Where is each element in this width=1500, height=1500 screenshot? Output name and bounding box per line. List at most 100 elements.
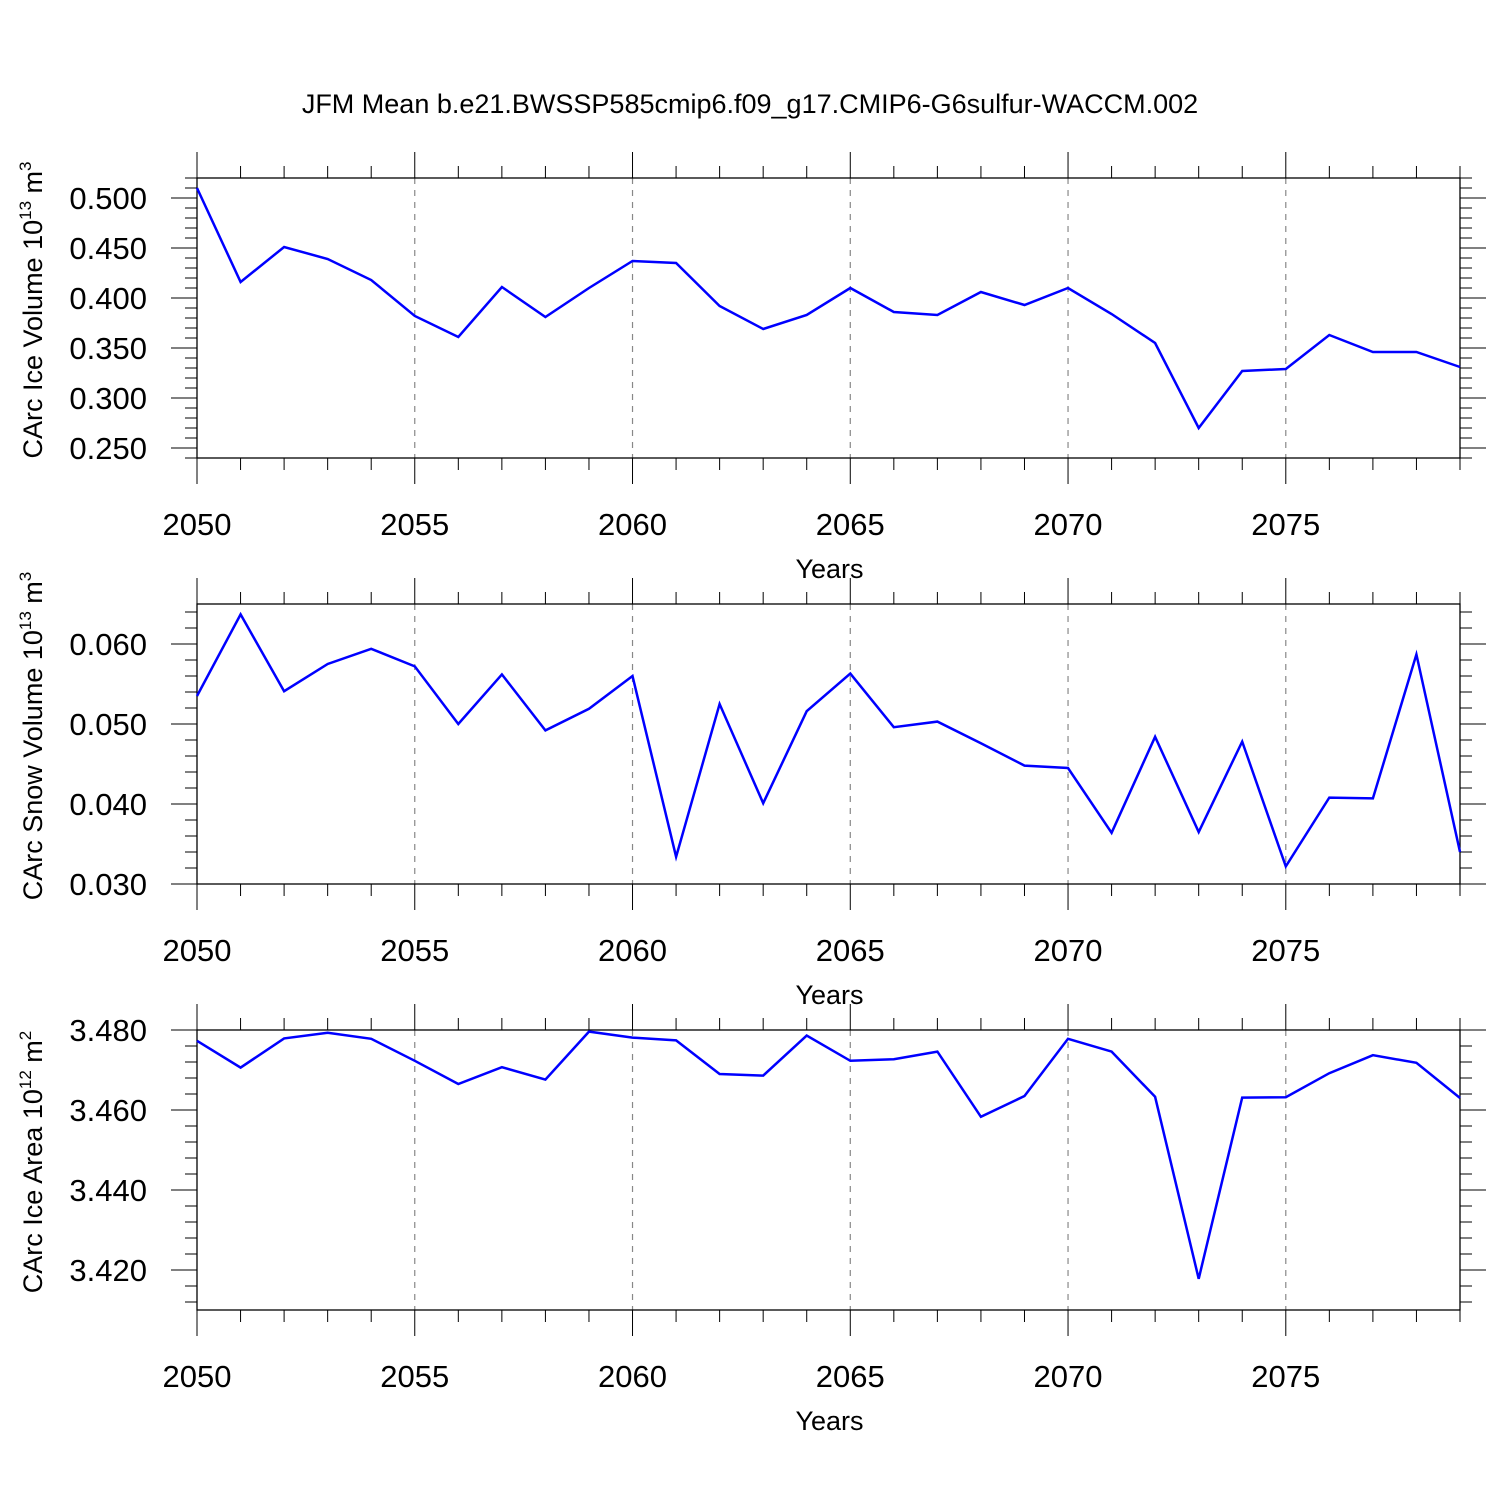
data-point — [1241, 740, 1243, 742]
x-axis-label: Years — [795, 554, 863, 584]
data-point — [806, 1034, 808, 1036]
data-point — [501, 673, 503, 675]
chart-title: JFM Mean b.e21.BWSSP585cmip6.f09_g17.CMI… — [302, 89, 1198, 119]
data-point — [893, 311, 895, 313]
data-point — [370, 648, 372, 650]
data-point — [1197, 831, 1199, 833]
y-axis-label-unit-exponent: 3 — [16, 572, 35, 581]
y-tick-label: 3.420 — [69, 1253, 147, 1288]
data-point — [1459, 851, 1461, 853]
y-axis-label: CArc Ice Volume 1013 m3 — [16, 161, 48, 458]
data-point — [1328, 334, 1330, 336]
data-point — [326, 663, 328, 665]
data-point — [1154, 342, 1156, 344]
x-tick-label: 2065 — [816, 933, 885, 968]
data-point — [370, 1038, 372, 1040]
y-tick-label: 0.250 — [69, 431, 147, 466]
data-point — [1459, 366, 1461, 368]
data-point — [239, 281, 241, 283]
data-point — [1372, 797, 1374, 799]
x-tick-label: 2070 — [1034, 933, 1103, 968]
data-point — [1328, 796, 1330, 798]
data-point — [762, 1074, 764, 1076]
data-point — [1023, 764, 1025, 766]
data-point — [980, 291, 982, 293]
data-point — [1415, 653, 1417, 655]
x-tick-label: 2060 — [598, 933, 667, 968]
y-tick-label: 0.450 — [69, 231, 147, 266]
data-point — [1154, 1096, 1156, 1098]
data-point — [849, 1060, 851, 1062]
data-point — [544, 1078, 546, 1080]
x-axis-label: Years — [795, 980, 863, 1010]
y-axis-label: CArc Ice Area 1012 m2 — [16, 1031, 48, 1294]
data-point — [283, 246, 285, 248]
data-point — [544, 316, 546, 318]
y-axis-label-text: CArc Ice Area 10 — [18, 1089, 48, 1293]
x-tick-label: 2060 — [598, 507, 667, 542]
x-tick-label: 2050 — [163, 507, 232, 542]
data-point — [457, 723, 459, 725]
data-point — [588, 708, 590, 710]
data-point — [544, 729, 546, 731]
data-point — [936, 314, 938, 316]
data-point — [1110, 313, 1112, 315]
data-point — [457, 336, 459, 338]
y-tick-label: 0.040 — [69, 787, 147, 822]
data-point — [1110, 832, 1112, 834]
y-axis-label-exponent: 12 — [16, 1070, 35, 1089]
data-point — [1067, 767, 1069, 769]
data-point — [631, 1036, 633, 1038]
y-axis-label-unit: m — [18, 1040, 48, 1070]
y-tick-label: 3.460 — [69, 1093, 147, 1128]
data-point — [1067, 287, 1069, 289]
data-point — [326, 258, 328, 260]
data-point — [370, 279, 372, 281]
data-point — [501, 286, 503, 288]
y-axis-label-text: CArc Ice Volume 10 — [18, 220, 48, 459]
x-tick-label: 2075 — [1251, 507, 1320, 542]
data-point — [718, 1073, 720, 1075]
data-point — [718, 703, 720, 705]
data-point — [457, 1083, 459, 1085]
y-tick-label: 0.050 — [69, 707, 147, 742]
data-point — [1285, 1096, 1287, 1098]
data-point — [1110, 1050, 1112, 1052]
y-tick-label: 3.440 — [69, 1173, 147, 1208]
data-point — [936, 1050, 938, 1052]
y-tick-label: 0.350 — [69, 331, 147, 366]
data-point — [631, 675, 633, 677]
y-tick-label: 0.300 — [69, 381, 147, 416]
data-point — [414, 665, 416, 667]
data-point — [849, 672, 851, 674]
x-tick-label: 2050 — [163, 933, 232, 968]
data-point — [631, 260, 633, 262]
x-axis-label: Years — [795, 1406, 863, 1436]
data-point — [1372, 351, 1374, 353]
data-point — [239, 1066, 241, 1068]
data-point — [806, 710, 808, 712]
data-point — [1067, 1038, 1069, 1040]
y-axis-label-unit-exponent: 2 — [16, 1031, 35, 1040]
data-point — [849, 287, 851, 289]
panel-3: 2050 2055 2060 2065 2070 2075 3.420 3.440 3.460 3… — [16, 1004, 1486, 1436]
data-point — [1285, 865, 1287, 867]
data-point — [588, 1030, 590, 1032]
data-point — [1241, 370, 1243, 372]
panels: 2050 2055 2060 2065 2070 2075 0.250 0.300 0.350 0… — [16, 152, 1486, 1436]
x-tick-label: 2070 — [1034, 1359, 1103, 1394]
y-axis-label-exponent: 13 — [16, 201, 35, 220]
data-point — [1197, 427, 1199, 429]
data-point — [1023, 1095, 1025, 1097]
data-point — [239, 613, 241, 615]
data-point — [1459, 1097, 1461, 1099]
y-axis-label-unit: m — [18, 171, 48, 201]
data-point — [1197, 1278, 1199, 1280]
y-tick-label: 0.500 — [69, 181, 147, 216]
y-axis-label-unit-exponent: 3 — [16, 161, 35, 170]
x-tick-label: 2070 — [1034, 507, 1103, 542]
x-tick-label: 2055 — [380, 1359, 449, 1394]
data-point — [1023, 304, 1025, 306]
